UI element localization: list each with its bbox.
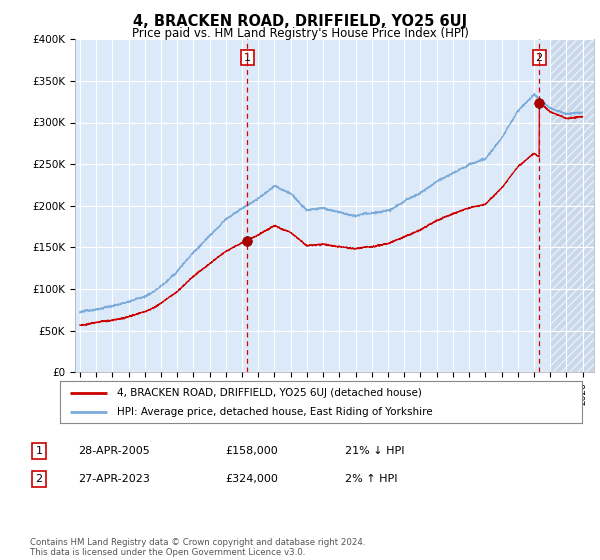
Text: 4, BRACKEN ROAD, DRIFFIELD, YO25 6UJ: 4, BRACKEN ROAD, DRIFFIELD, YO25 6UJ	[133, 14, 467, 29]
Bar	[550, 39, 596, 372]
Text: 1: 1	[35, 446, 43, 456]
Text: 2% ↑ HPI: 2% ↑ HPI	[345, 474, 398, 484]
Text: 28-APR-2005: 28-APR-2005	[78, 446, 150, 456]
Text: 2: 2	[35, 474, 43, 484]
Text: 4, BRACKEN ROAD, DRIFFIELD, YO25 6UJ (detached house): 4, BRACKEN ROAD, DRIFFIELD, YO25 6UJ (de…	[118, 388, 422, 398]
Text: Price paid vs. HM Land Registry's House Price Index (HPI): Price paid vs. HM Land Registry's House …	[131, 27, 469, 40]
Text: 1: 1	[244, 53, 251, 63]
Text: HPI: Average price, detached house, East Riding of Yorkshire: HPI: Average price, detached house, East…	[118, 407, 433, 417]
Text: £158,000: £158,000	[225, 446, 278, 456]
Text: 21% ↓ HPI: 21% ↓ HPI	[345, 446, 404, 456]
Text: 27-APR-2023: 27-APR-2023	[78, 474, 150, 484]
Text: Contains HM Land Registry data © Crown copyright and database right 2024.
This d: Contains HM Land Registry data © Crown c…	[30, 538, 365, 557]
Text: 2: 2	[536, 53, 543, 63]
Text: £324,000: £324,000	[225, 474, 278, 484]
Bar	[550, 39, 596, 372]
